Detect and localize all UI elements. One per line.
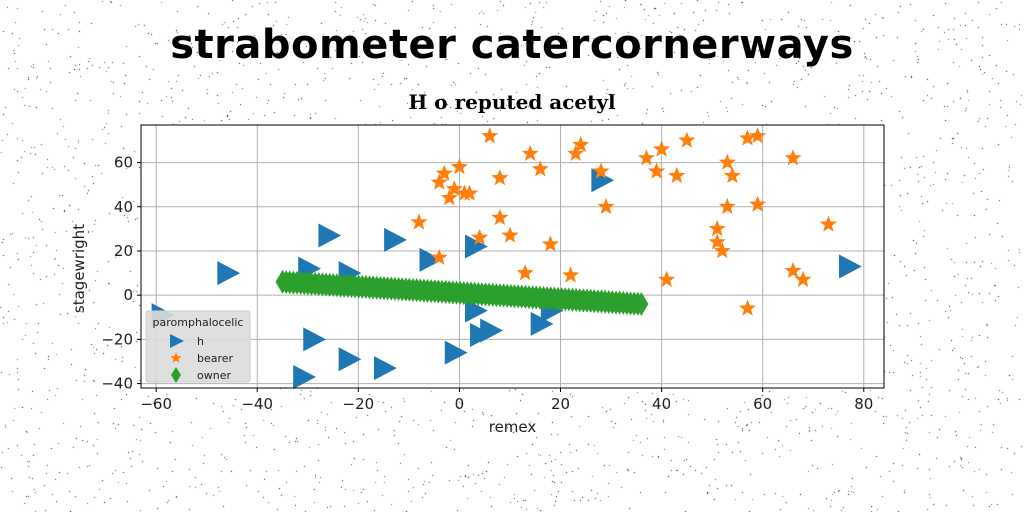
legend-marker-bearer — [170, 352, 182, 363]
axes-title: H o reputed acetyl — [408, 90, 616, 114]
point-bearer — [718, 197, 736, 215]
point-bearer — [723, 166, 741, 184]
point-bearer — [491, 208, 509, 226]
data-marks — [151, 127, 862, 389]
legend-marker-h — [170, 334, 184, 348]
y-tick-label: 20 — [114, 242, 133, 260]
point-bearer — [653, 140, 671, 157]
point-bearer — [739, 299, 757, 316]
y-axis-label: stagewright — [70, 224, 88, 313]
point-bearer — [678, 131, 696, 148]
legend: paromphalocelic h bearer owner — [145, 310, 251, 383]
point-bearer — [592, 162, 610, 179]
x-axis-label: remex — [489, 418, 537, 436]
point-bearer — [794, 270, 812, 287]
point-h — [293, 364, 316, 389]
point-bearer — [784, 261, 802, 279]
point-bearer — [430, 248, 448, 265]
point-bearer — [648, 162, 666, 179]
point-h — [839, 254, 862, 279]
point-bearer — [516, 264, 534, 281]
y-tick-label: 40 — [114, 198, 133, 216]
point-h — [374, 356, 397, 381]
point-bearer — [597, 197, 615, 215]
x-tick-label: −60 — [140, 395, 172, 413]
point-bearer — [637, 149, 655, 166]
point-bearer — [440, 188, 458, 206]
figure-title: strabometer catercornerways — [170, 22, 854, 68]
point-bearer — [521, 144, 539, 161]
x-tick-label: −20 — [343, 395, 375, 413]
y-tick-label: −40 — [101, 375, 133, 393]
point-bearer — [658, 270, 676, 287]
point-bearer — [501, 226, 519, 243]
point-bearer — [481, 127, 499, 144]
point-bearer — [739, 129, 757, 146]
point-bearer — [819, 215, 837, 232]
x-tick-label: 80 — [854, 395, 873, 413]
y-tick-label: 0 — [123, 286, 133, 304]
legend-box — [145, 310, 251, 383]
point-h — [217, 261, 241, 286]
point-bearer — [708, 219, 726, 237]
legend-title: paromphalocelic — [153, 316, 244, 329]
point-bearer — [435, 164, 453, 181]
point-bearer — [445, 180, 463, 197]
point-bearer — [410, 213, 428, 230]
legend-label-h: h — [197, 335, 204, 348]
point-h — [384, 227, 407, 252]
point-bearer — [541, 235, 559, 252]
point-h — [480, 318, 503, 343]
point-h — [530, 311, 554, 336]
legend-marker-owner — [171, 367, 181, 383]
point-bearer — [562, 266, 580, 283]
point-bearer — [718, 153, 736, 170]
x-tick-label: 20 — [551, 395, 570, 413]
x-tick-label: 40 — [652, 395, 671, 413]
point-bearer — [531, 160, 549, 177]
point-bearer — [708, 233, 726, 250]
point-bearer — [713, 242, 731, 259]
point-h — [419, 247, 443, 272]
point-h — [464, 234, 488, 259]
plot-frame — [140, 124, 885, 389]
point-bearer — [784, 149, 802, 166]
point-bearer — [450, 158, 468, 175]
legend-label-owner: owner — [197, 369, 231, 382]
point-bearer — [749, 195, 767, 212]
point-bearer — [430, 173, 448, 190]
point-bearer — [471, 228, 489, 245]
x-tick-label: 0 — [455, 395, 465, 413]
x-tick-label: −40 — [241, 395, 273, 413]
x-tick-label: 60 — [753, 395, 772, 413]
point-bearer — [567, 144, 585, 161]
legend-label-bearer: bearer — [197, 352, 234, 365]
point-h — [338, 347, 362, 372]
point-h — [318, 223, 342, 248]
point-bearer — [491, 169, 509, 186]
y-tick-label: −20 — [101, 330, 133, 348]
plot-area — [141, 125, 884, 388]
point-h — [303, 327, 327, 352]
point-bearer — [749, 127, 767, 144]
point-bearer — [461, 184, 479, 201]
point-bearer — [668, 166, 686, 184]
y-tick-label: 60 — [114, 154, 133, 172]
point-h — [444, 340, 468, 365]
point-owner — [634, 292, 649, 317]
point-bearer — [572, 135, 590, 153]
